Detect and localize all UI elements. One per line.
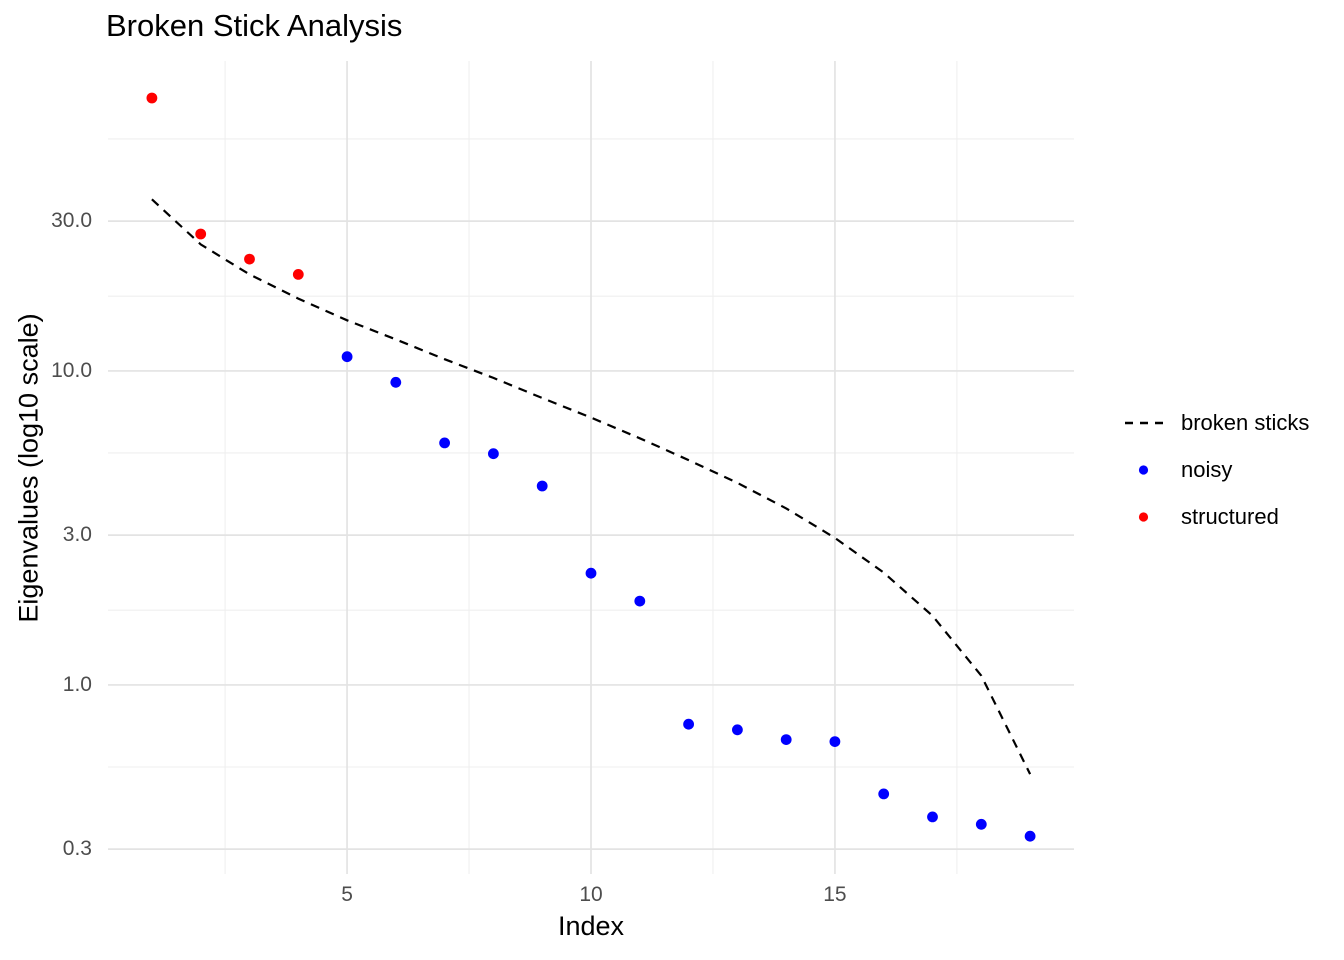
data-point-noisy	[536, 480, 548, 492]
point-key-icon	[1138, 512, 1149, 522]
y-tick-label: 3.0	[62, 523, 92, 547]
data-point-noisy	[975, 818, 987, 830]
data-point-structured	[244, 253, 255, 265]
data-point-noisy	[634, 595, 646, 607]
data-point-noisy	[390, 376, 402, 388]
legend: broken sticks noisy structured	[1123, 406, 1309, 534]
y-tick-label: 10.0	[51, 358, 92, 382]
data-point-noisy	[341, 351, 353, 363]
broken-stick-curve	[151, 198, 1032, 775]
x-tick-label: 15	[823, 883, 847, 906]
data-point-noisy	[829, 736, 841, 747]
data-point-noisy	[780, 734, 792, 745]
y-tick-label: 30.0	[51, 209, 92, 233]
x-tick-label: 10	[579, 883, 603, 906]
data-point-structured	[292, 269, 304, 280]
y-axis-title: Eigenvalues (log10 scale)	[13, 313, 44, 623]
x-axis-title: Index	[557, 911, 625, 941]
legend-item-broken-sticks: broken sticks	[1123, 406, 1309, 440]
data-point-structured	[146, 92, 158, 104]
data-point-noisy	[1024, 830, 1036, 842]
legend-label: structured	[1181, 504, 1279, 529]
data-point-noisy	[439, 437, 450, 449]
data-point-noisy	[927, 811, 938, 823]
legend-label: noisy	[1181, 457, 1233, 482]
legend-item-noisy: noisy	[1123, 453, 1309, 487]
x-tick-label: 5	[341, 883, 353, 906]
data-point-noisy	[488, 448, 499, 460]
legend-item-structured: structured	[1123, 500, 1309, 534]
dashed-line-key-icon	[1125, 421, 1163, 425]
legend-label: broken sticks	[1181, 410, 1310, 435]
data-point-noisy	[585, 567, 597, 579]
data-point-noisy	[878, 788, 890, 800]
y-tick-label: 0.3	[62, 837, 92, 861]
point-key-icon	[1138, 465, 1149, 475]
data-point-noisy	[732, 724, 743, 736]
data-point-noisy	[683, 718, 694, 730]
chart-title: Broken Stick Analysis	[106, 8, 403, 43]
data-point-structured	[195, 228, 207, 240]
y-tick-label: 1.0	[62, 672, 92, 696]
